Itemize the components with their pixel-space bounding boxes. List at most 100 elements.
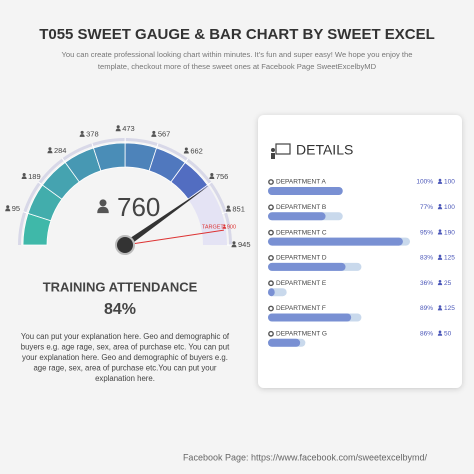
- person-icon: [438, 279, 442, 283]
- explanation: buyers e.g. age rage, sex, area of purch…: [21, 343, 230, 352]
- person-icon: [97, 206, 109, 214]
- row-name: DEPARTMENT B: [276, 204, 326, 211]
- gauge-tick-label: 756: [216, 172, 229, 181]
- row-percent: 77%: [420, 204, 433, 211]
- percent-bar: [268, 212, 326, 221]
- percent-bar: [268, 262, 346, 271]
- person-icon: [116, 125, 120, 129]
- row-percent: 89%: [420, 305, 433, 312]
- title: T055 SWEET GAUGE & BAR CHART BY SWEET EX…: [39, 26, 435, 43]
- person-icon: [438, 305, 442, 308]
- person-icon: [437, 206, 443, 210]
- row-icon: [268, 229, 274, 236]
- explanation: You can put your explanation here. Geo a…: [21, 332, 230, 341]
- row-name: DEPARTMENT D: [276, 255, 327, 262]
- target-line: [134, 229, 224, 245]
- gauge-tick: [221, 211, 227, 215]
- gauge-value: 760: [117, 192, 160, 222]
- details-title: DETAILS: [296, 142, 353, 158]
- gauge-tick-label: 284: [54, 146, 67, 155]
- person-icon: [5, 208, 11, 212]
- person-icon: [6, 205, 10, 209]
- person-icon: [438, 229, 442, 232]
- metric-percent: 84%: [104, 301, 136, 318]
- person-icon: [210, 173, 214, 177]
- person-icon: [183, 150, 189, 154]
- row-percent: 83%: [420, 255, 433, 262]
- gauge-tick-label: 95: [12, 204, 20, 213]
- person-icon: [152, 130, 156, 134]
- gauge-tick: [91, 143, 94, 149]
- row-percent: 86%: [420, 331, 433, 338]
- person-icon: [151, 134, 157, 137]
- person-icon: [438, 254, 442, 258]
- person-icon: [222, 226, 227, 229]
- explanation: your explanation here. Geo and demograph…: [22, 353, 228, 362]
- needle-hub: [115, 235, 135, 255]
- row-icon: [268, 330, 274, 337]
- gauge-tick-label: 567: [158, 130, 171, 139]
- row-count: 190: [444, 229, 455, 236]
- person-icon: [115, 128, 121, 132]
- person-icon: [437, 333, 443, 336]
- gauge-tick-label: 378: [86, 130, 99, 139]
- gauge-tick-label: 473: [122, 124, 135, 133]
- gauge-tick: [207, 181, 212, 186]
- row-icon: [268, 254, 274, 261]
- person-icon: [223, 224, 226, 227]
- row-count: 125: [444, 305, 455, 312]
- subtitle: You can create professional looking char…: [62, 50, 413, 59]
- row-count: 25: [444, 280, 452, 287]
- gauge-tick: [23, 211, 29, 214]
- gauge-tick-label: 945: [238, 240, 251, 249]
- row-icon: [268, 280, 274, 287]
- person-icon: [80, 130, 84, 134]
- gauge-tick-label: 189: [28, 172, 41, 181]
- gauge-tick-label: 662: [190, 146, 203, 155]
- explanation: explanation here.: [95, 374, 155, 383]
- details-card: [258, 115, 462, 388]
- person-icon: [437, 257, 443, 260]
- person-icon: [21, 176, 27, 180]
- person-icon: [437, 282, 443, 286]
- person-icon: [438, 178, 442, 182]
- metric-title: TRAINING ATTENDANCE: [43, 279, 198, 294]
- row-percent: 36%: [420, 280, 433, 287]
- target-label: TARGET: [202, 225, 225, 231]
- person-icon: [184, 147, 188, 151]
- person-icon: [225, 208, 231, 212]
- row-count: 125: [444, 255, 455, 262]
- row-count: 100: [444, 179, 455, 186]
- person-icon: [226, 205, 230, 209]
- person-icon: [79, 134, 85, 137]
- percent-bar: [268, 338, 301, 347]
- row-percent: 95%: [420, 229, 433, 236]
- row-icon: [268, 179, 274, 185]
- gauge-tick: [38, 181, 43, 186]
- percent-bar: [268, 313, 352, 322]
- row-name: DEPARTMENT C: [276, 229, 327, 236]
- person-icon: [437, 308, 443, 311]
- person-icon: [437, 232, 443, 235]
- row-name: DEPARTMENT A: [276, 179, 327, 186]
- person-icon: [48, 147, 52, 151]
- person-icon: [47, 150, 53, 154]
- gauge-tick: [61, 158, 66, 163]
- row-name: DEPARTMENT F: [276, 305, 326, 312]
- row-name: DEPARTMENT E: [276, 280, 327, 287]
- person-icon: [99, 199, 107, 207]
- gauge-tick: [156, 143, 159, 149]
- gauge-remaining: [188, 186, 227, 245]
- target-value: 900: [227, 225, 236, 231]
- person-icon: [231, 244, 237, 248]
- row-percent: 100%: [416, 179, 433, 186]
- percent-bar: [268, 237, 403, 246]
- explanation: age rage, sex, area of purchase etc.You …: [33, 364, 216, 373]
- person-icon: [209, 176, 215, 180]
- gauge-tick-label: 851: [232, 204, 245, 213]
- person-icon: [438, 204, 442, 207]
- person-icon: [232, 241, 236, 245]
- footer: Facebook Page: https://www.facebook.com/…: [183, 452, 428, 462]
- gauge-tick: [184, 158, 189, 163]
